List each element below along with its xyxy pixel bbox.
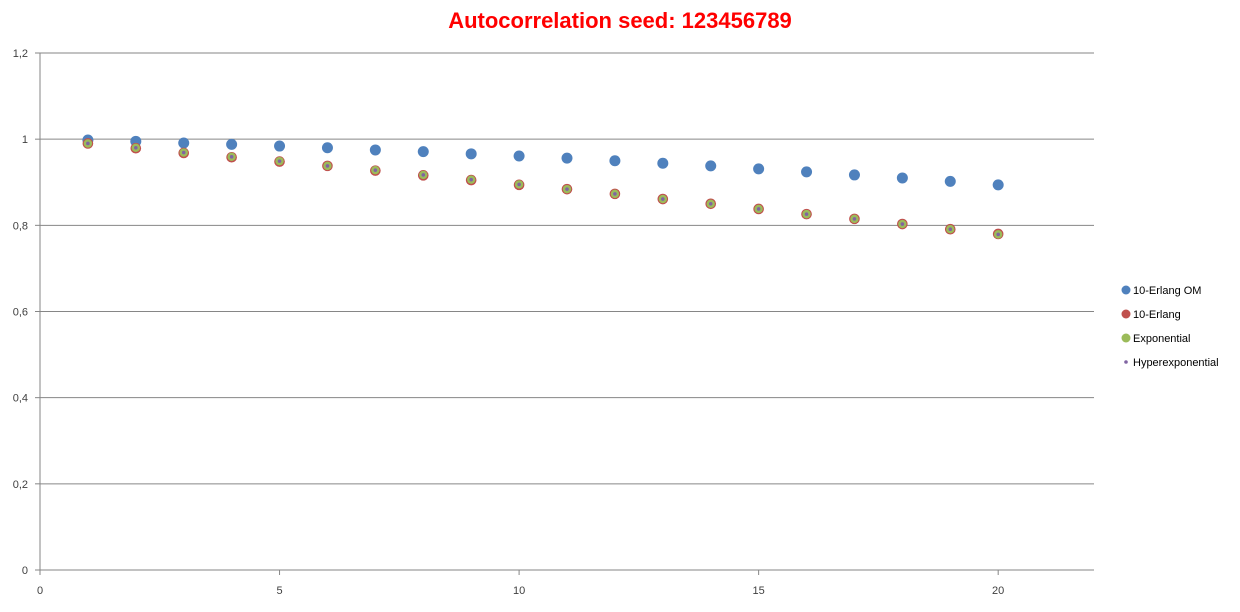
x-axis-ticks: 0 5 10 15 20: [37, 570, 1004, 597]
data-point: [321, 142, 333, 154]
chart-title: Autocorrelation seed: 123456789: [448, 8, 792, 33]
data-point: [417, 146, 429, 158]
data-point: [229, 155, 234, 159]
data-point: [896, 172, 908, 184]
data-point: [421, 173, 426, 177]
legend-entry: 10-Erlang OM: [1121, 285, 1201, 297]
series-2: [83, 139, 1003, 239]
y-tick-label: 1,2: [13, 48, 28, 60]
data-point: [469, 177, 473, 182]
data-point: [373, 168, 378, 172]
data-point: [134, 145, 138, 150]
data-point: [944, 175, 956, 187]
data-point: [517, 182, 521, 187]
legend-label: 10-Erlang OM: [1133, 285, 1201, 297]
data-point: [848, 169, 860, 181]
y-tick-label: 0,2: [13, 479, 28, 491]
data-point: [852, 217, 857, 221]
y-tick-label: 0: [22, 565, 28, 577]
x-tick-label: 15: [753, 585, 765, 597]
legend-entry: Hyperexponential: [1124, 357, 1219, 369]
data-point: [277, 159, 282, 163]
y-tick-label: 0,4: [13, 393, 28, 405]
data-point: [178, 137, 190, 149]
x-tick-label: 5: [276, 585, 282, 597]
legend: 10-Erlang OM 10-Erlang Exponential Hyperexp…: [1121, 285, 1219, 369]
y-tick-label: 1: [22, 134, 28, 146]
legend-marker: [1121, 333, 1131, 343]
data-point: [992, 179, 1004, 191]
data-point: [657, 157, 669, 169]
series-0: [82, 134, 1004, 191]
data-point: [996, 232, 1000, 237]
legend-label: 10-Erlang: [1133, 309, 1181, 321]
gridlines: [40, 52, 1094, 485]
data-point: [753, 163, 765, 175]
legend-entry: Exponential: [1121, 333, 1191, 345]
x-tick-label: 20: [992, 585, 1004, 597]
data-point: [325, 164, 330, 168]
data-point: [756, 207, 761, 211]
data-point: [465, 148, 477, 160]
data-point: [369, 144, 381, 156]
legend-label: Exponential: [1133, 333, 1191, 345]
data-point: [661, 197, 665, 201]
data-point: [705, 160, 717, 172]
data-point: [86, 141, 90, 146]
data-point: [565, 187, 569, 191]
data-point: [804, 212, 809, 216]
data-point: [609, 155, 621, 167]
data-point: [561, 152, 573, 164]
series-1: [82, 138, 1004, 240]
series-3: [86, 141, 1000, 237]
x-tick-label: 0: [37, 585, 43, 597]
y-tick-label: 0,8: [13, 220, 28, 232]
y-tick-label: 0,6: [13, 307, 28, 319]
legend-label: Hyperexponential: [1133, 357, 1219, 369]
data-point: [801, 166, 813, 178]
y-axis-ticks: 0 0,2 0,4 0,6 0,8 1 1,2: [13, 48, 40, 577]
data-point: [613, 192, 617, 196]
legend-marker: [1124, 360, 1128, 364]
legend-marker: [1121, 285, 1131, 295]
data-point: [274, 140, 286, 152]
x-tick-label: 10: [513, 585, 525, 597]
legend-entry: 10-Erlang: [1121, 309, 1181, 321]
data-point: [900, 222, 905, 226]
data-point: [513, 150, 525, 162]
data-point: [226, 138, 238, 150]
data-point: [708, 201, 713, 206]
data-points: [82, 134, 1004, 240]
data-point: [948, 227, 953, 232]
data-point: [181, 150, 186, 155]
legend-marker: [1121, 309, 1131, 319]
